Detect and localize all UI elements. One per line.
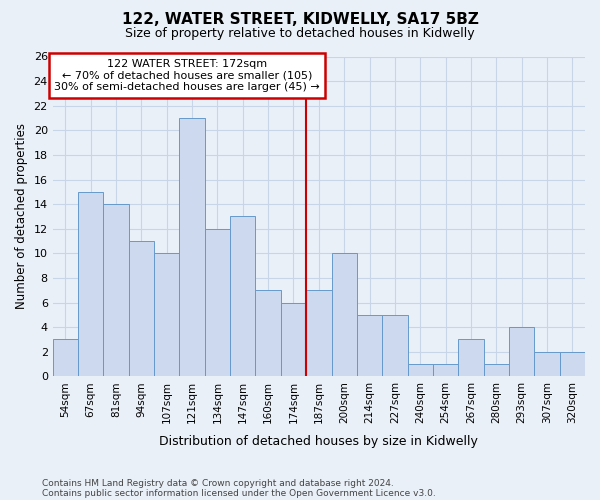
Text: Contains public sector information licensed under the Open Government Licence v3: Contains public sector information licen…: [42, 488, 436, 498]
Bar: [281, 302, 306, 376]
Bar: [154, 254, 179, 376]
Bar: [230, 216, 256, 376]
Bar: [53, 340, 78, 376]
Bar: [484, 364, 509, 376]
Y-axis label: Number of detached properties: Number of detached properties: [15, 124, 28, 310]
Bar: [179, 118, 205, 376]
Bar: [535, 352, 560, 376]
Bar: [129, 241, 154, 376]
Bar: [306, 290, 332, 376]
Bar: [458, 340, 484, 376]
Bar: [407, 364, 433, 376]
Text: 122 WATER STREET: 172sqm
← 70% of detached houses are smaller (105)
30% of semi-: 122 WATER STREET: 172sqm ← 70% of detach…: [54, 59, 320, 92]
Bar: [256, 290, 281, 376]
Bar: [382, 315, 407, 376]
Bar: [205, 229, 230, 376]
Bar: [103, 204, 129, 376]
Bar: [560, 352, 585, 376]
Bar: [357, 315, 382, 376]
Bar: [509, 327, 535, 376]
Bar: [332, 254, 357, 376]
Text: 122, WATER STREET, KIDWELLY, SA17 5BZ: 122, WATER STREET, KIDWELLY, SA17 5BZ: [122, 12, 478, 28]
Text: Contains HM Land Registry data © Crown copyright and database right 2024.: Contains HM Land Registry data © Crown c…: [42, 478, 394, 488]
X-axis label: Distribution of detached houses by size in Kidwelly: Distribution of detached houses by size …: [160, 434, 478, 448]
Bar: [433, 364, 458, 376]
Text: Size of property relative to detached houses in Kidwelly: Size of property relative to detached ho…: [125, 28, 475, 40]
Bar: [78, 192, 103, 376]
